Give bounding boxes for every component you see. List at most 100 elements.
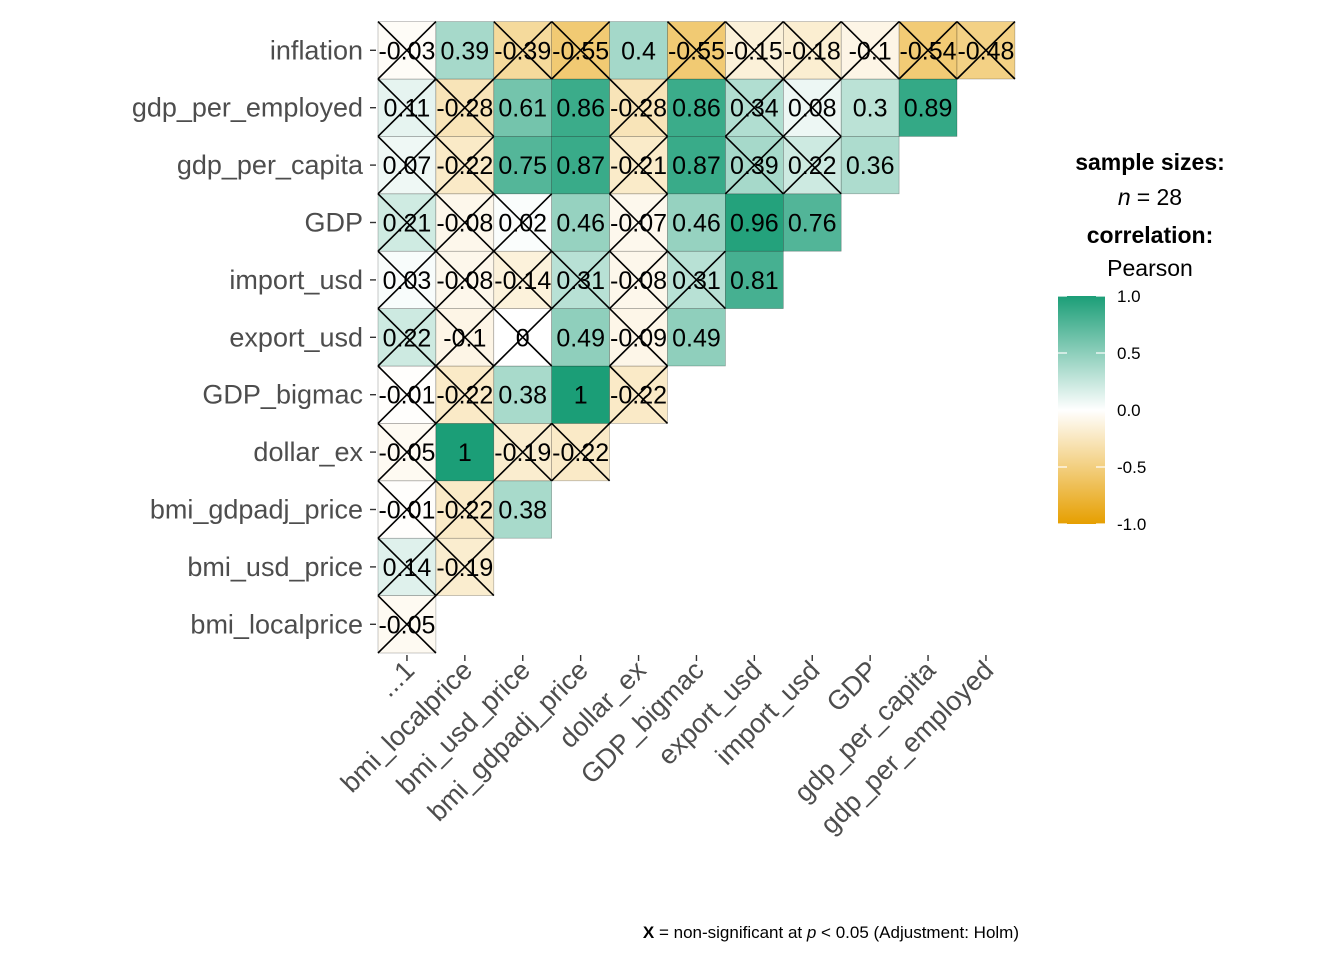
heatmap-cell <box>493 78 552 137</box>
cell-value-label: 0.87 <box>556 152 605 180</box>
non-significant-cross <box>493 422 553 482</box>
non-significant-cross <box>609 250 669 310</box>
cell-value-label: 0.03 <box>383 267 432 295</box>
heatmap-cell <box>725 193 784 252</box>
y-tick-label: bmi_usd_price <box>187 552 363 582</box>
non-significant-cross <box>377 21 437 80</box>
non-significant-cross <box>609 365 669 424</box>
non-significant-cross <box>377 537 437 597</box>
non-significant-cross <box>435 78 495 137</box>
cell-value-label: 0.86 <box>556 95 605 123</box>
non-significant-cross <box>551 250 611 310</box>
cell-value-label: 0.22 <box>383 324 432 352</box>
y-tick-label: bmi_localprice <box>190 609 363 639</box>
cell-value-label: -0.19 <box>436 554 493 582</box>
non-significant-cross <box>377 135 437 195</box>
non-significant-cross <box>435 480 495 539</box>
cell-value-label: 0.81 <box>730 267 779 295</box>
y-tick-label: gdp_per_employed <box>132 93 363 123</box>
non-significant-cross <box>724 78 784 137</box>
cell-value-label: 0.11 <box>384 95 431 123</box>
non-significant-cross <box>435 135 495 195</box>
non-significant-cross <box>666 21 726 80</box>
legend-ticks: 1.0 0.5 0.0 -0.5 -1.0 <box>1058 287 1146 534</box>
heatmap-cell <box>609 21 668 80</box>
legend-tick-label: 0.5 <box>1117 344 1141 363</box>
cell-value-label: -0.48 <box>957 37 1014 65</box>
heatmap-cell <box>435 423 495 482</box>
legend-tick-label: 0.0 <box>1117 401 1141 420</box>
cell-value-label: -0.55 <box>552 37 609 65</box>
legend-sample-sizes-title: sample sizes: <box>1075 149 1225 175</box>
cell-value-label: 0.76 <box>788 210 837 238</box>
cell-value-label: -0.1 <box>443 324 486 352</box>
y-tick-label: GDP_bigmac <box>202 380 363 410</box>
heatmap-cell <box>840 136 900 195</box>
non-significant-cross <box>782 78 842 137</box>
non-significant-cross <box>377 480 437 539</box>
cell-value-label: -0.05 <box>378 611 435 639</box>
non-significant-cross <box>377 422 437 482</box>
cell-value-label: 0.02 <box>498 210 547 238</box>
y-tick-label: export_usd <box>229 322 363 352</box>
cell-value-label: 0.3 <box>853 95 888 123</box>
y-axis: bmi_localprice bmi_usd_price bmi_gdpadj_pr… <box>132 35 376 639</box>
non-significant-cross <box>551 422 611 482</box>
cell-value-label: 1 <box>458 439 472 467</box>
non-significant-cross <box>724 135 784 195</box>
cell-value-label: 0.31 <box>672 267 721 295</box>
cell-value-label: -0.05 <box>378 439 435 467</box>
legend-tick-label: -1.0 <box>1117 515 1146 534</box>
non-significant-cross <box>551 21 611 80</box>
x-axis: ...1bmi_localpricebmi_usd_pricebmi_gdpad… <box>335 654 999 839</box>
cell-value-label: 0.38 <box>498 382 547 410</box>
non-significant-cross <box>435 193 495 252</box>
caption-symbol: X <box>643 923 655 942</box>
cell-value-label: -0.08 <box>436 210 493 238</box>
non-significant-cross <box>493 21 553 80</box>
y-tick-label: dollar_ex <box>253 437 363 467</box>
non-significant-cross <box>724 21 784 80</box>
cell-value-label: -0.19 <box>494 439 551 467</box>
cell-value-label: 0.46 <box>556 210 605 238</box>
x-tick-label: ...1 <box>372 655 420 703</box>
cell-value-label: -0.07 <box>610 210 667 238</box>
heatmap-cell <box>551 78 610 137</box>
cell-value-label: -0.22 <box>436 382 493 410</box>
heatmap-cell <box>725 250 784 309</box>
heatmap-cells: -0.050.14 -0.19-0.01 -0.22 0.38-0.05 1 -0.19-… <box>377 21 1016 654</box>
cell-value-label: 0.38 <box>498 497 547 525</box>
cell-value-label: -0.28 <box>610 95 667 123</box>
cell-value-label: -0.03 <box>378 37 435 65</box>
heatmap-cell <box>898 78 958 137</box>
cell-value-label: 0.46 <box>672 210 721 238</box>
cell-value-label: -0.08 <box>436 267 493 295</box>
non-significant-cross <box>435 308 495 367</box>
non-significant-cross <box>782 21 842 80</box>
cell-value-label: -0.14 <box>494 267 551 295</box>
cell-value-label: 0.49 <box>672 324 721 352</box>
non-significant-cross <box>377 365 437 424</box>
cell-value-label: -0.39 <box>494 37 551 65</box>
non-significant-cross <box>609 78 669 137</box>
non-significant-cross <box>377 250 437 310</box>
non-significant-cross <box>898 21 958 80</box>
cell-value-label: -0.22 <box>436 152 493 180</box>
y-tick-label: bmi_gdpadj_price <box>150 495 363 525</box>
cell-value-label: 0.87 <box>672 152 721 180</box>
y-tick-label: GDP <box>304 208 363 238</box>
legend: sample sizes: n = 28 correlation: Pearson… <box>1058 149 1225 534</box>
cell-value-label: -0.01 <box>378 382 435 410</box>
cell-value-label: 0.31 <box>556 267 605 295</box>
heatmap-cell <box>493 365 552 424</box>
cell-value-label: 0.14 <box>383 554 432 582</box>
cell-value-label: -0.28 <box>436 95 493 123</box>
legend-method: Pearson <box>1107 255 1193 281</box>
cell-value-label: 0.61 <box>498 95 547 123</box>
cell-value-label: 0.07 <box>383 152 432 180</box>
non-significant-cross <box>666 250 726 310</box>
cell-value-label: 0.4 <box>621 37 656 65</box>
cell-value-label: 0.39 <box>441 37 490 65</box>
cell-value-label: -0.55 <box>668 37 725 65</box>
